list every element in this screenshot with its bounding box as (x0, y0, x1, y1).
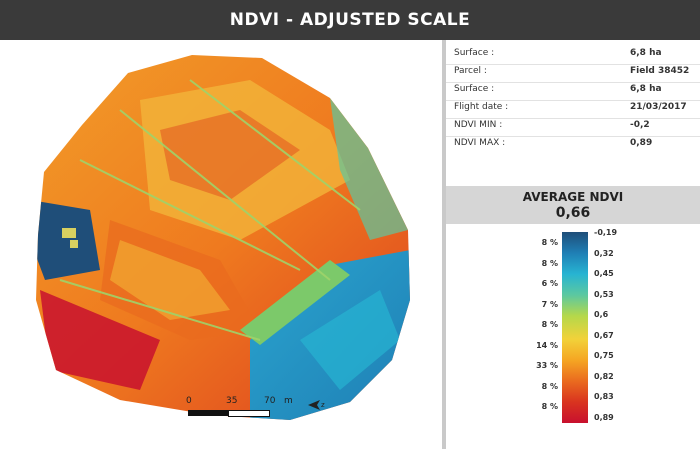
info-row-ndvi-max: NDVI MAX : 0,89 (454, 138, 694, 154)
info-value: Field 38452 (630, 66, 690, 76)
legend-percent: 8 % (541, 320, 558, 329)
legend-value: 0,75 (594, 351, 614, 360)
legend-percent: 33 % (536, 361, 558, 370)
scale-tick-35: 35 (226, 396, 238, 406)
legend-value: 0,67 (594, 330, 614, 340)
map-panel[interactable]: 0 35 70 m z (0, 40, 442, 449)
page-header: NDVI - ADJUSTED SCALE (0, 0, 700, 40)
north-arrow-icon: z (308, 400, 325, 410)
legend-percent: 8 % (541, 381, 558, 391)
info-value: 21/03/2017 (630, 102, 687, 112)
average-ndvi-title: AVERAGE NDVI (522, 190, 624, 204)
scale-segment-light (228, 410, 270, 417)
average-ndvi-box: AVERAGE NDVI 0,66 (446, 186, 700, 224)
average-ndvi-value: 0,66 (555, 205, 591, 221)
legend-percent: 6 % (541, 279, 558, 288)
legend-value: 0,45 (594, 269, 614, 278)
info-label: NDVI MAX : (454, 138, 506, 148)
legend-value: 0,82 (594, 371, 614, 381)
info-label: Parcel : (454, 66, 487, 76)
info-label: Surface : (454, 84, 495, 94)
panel-divider (442, 40, 446, 449)
legend-value: 0,53 (594, 289, 614, 299)
legend-percent: 8 % (541, 402, 558, 411)
scale-unit: m (284, 396, 293, 406)
legend-percent: 14 % (536, 340, 558, 350)
info-row-parcel: Parcel : Field 38452 (454, 66, 694, 82)
info-label: Flight date : (454, 102, 509, 112)
legend-color-bar (562, 232, 588, 423)
svg-text:z: z (321, 401, 325, 409)
ndvi-map[interactable] (0, 40, 442, 449)
info-value: -0,2 (630, 120, 650, 130)
legend-percent: 8 % (541, 238, 558, 247)
info-value: 6,8 ha (630, 48, 662, 58)
scale-tick-0: 0 (186, 396, 192, 406)
info-value: 0,89 (630, 138, 653, 148)
legend-percent: 7 % (541, 299, 558, 309)
legend-value: 0,83 (594, 392, 614, 401)
info-label: Surface : (454, 48, 495, 58)
scale-segment-dark (188, 410, 228, 416)
info-label: NDVI MIN : (454, 120, 503, 130)
info-row-surface-2: Surface : 6,8 ha (454, 84, 694, 100)
page-title: NDVI - ADJUSTED SCALE (229, 10, 471, 30)
legend-value: 0,32 (594, 248, 614, 258)
field-parcel (36, 55, 410, 420)
info-row-surface: Surface : 6,8 ha (454, 48, 694, 64)
legend-value: 0,89 (594, 412, 614, 422)
legend-value: -0,19 (594, 228, 618, 237)
legend-percent: 8 % (541, 258, 558, 268)
info-row-flight-date: Flight date : 21/03/2017 (454, 102, 694, 118)
scale-tick-70: 70 (264, 396, 276, 406)
legend-value: 0,6 (594, 310, 609, 319)
info-value: 6,8 ha (630, 84, 662, 94)
info-row-ndvi-min: NDVI MIN : -0,2 (454, 120, 694, 136)
info-panel: Surface : 6,8 ha Parcel : Field 38452 Su… (446, 40, 700, 449)
